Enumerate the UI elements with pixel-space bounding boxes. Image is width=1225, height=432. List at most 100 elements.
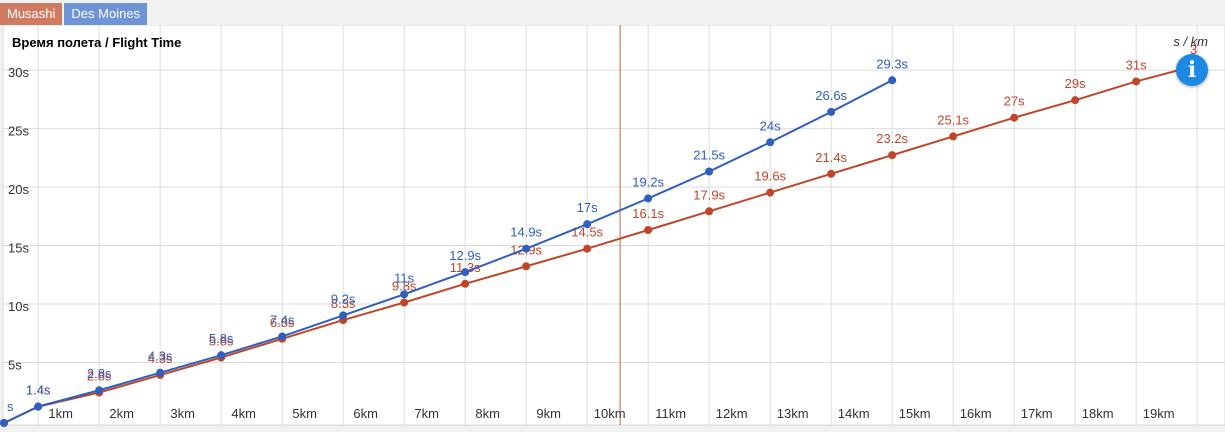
data-label-musashi: 17.9s (693, 187, 725, 202)
data-label-musashi: 1.4s (26, 383, 51, 398)
data-point-musashi[interactable] (644, 226, 653, 234)
data-label-des-moines: 1.4s (26, 383, 51, 398)
data-label-musashi: 16.1s (632, 206, 664, 221)
data-label-des-moines: 4.3s (148, 349, 173, 364)
y-tick-label: 25s (8, 124, 29, 139)
data-label-des-moines: 12.9s (449, 248, 481, 263)
data-label-des-moines: 11s (394, 270, 414, 285)
data-label-des-moines: 14.9s (510, 225, 542, 240)
x-tick-label: 6km (353, 406, 378, 421)
data-point-musashi[interactable] (705, 207, 714, 216)
data-point-des-moines[interactable] (705, 167, 714, 176)
x-tick-label: 19km (1143, 406, 1175, 421)
x-tick-label: 16km (960, 406, 992, 421)
data-point-des-moines[interactable] (278, 332, 287, 341)
x-tick-label: 8km (475, 406, 500, 421)
x-tick-label: 10km (594, 406, 626, 421)
x-tick-label: 14km (838, 406, 870, 421)
data-label-musashi: 23.2s (876, 131, 908, 146)
data-label-musashi: 11.3s (450, 260, 481, 275)
x-tick-label: 2km (109, 406, 134, 421)
data-label-musashi: 4.3s (148, 351, 173, 366)
data-label-des-moines: 5.8s (209, 331, 234, 346)
data-point-musashi[interactable] (766, 188, 775, 197)
y-tick-label: 15s (8, 241, 29, 256)
data-point-musashi[interactable] (827, 169, 836, 178)
series-tabs: Musashi Des Moines (0, 3, 149, 25)
data-point-musashi[interactable] (1010, 113, 1019, 122)
data-label-musashi: 6.8s (270, 315, 295, 330)
data-label-des-moines: 9.2s (331, 291, 356, 306)
x-tick-label: 13km (777, 406, 809, 421)
data-label-musashi: 29s (1065, 76, 1086, 91)
x-tick-label: 12km (716, 406, 748, 421)
data-label-des-moines: 21.5s (693, 148, 725, 163)
data-label-des-moines: 29.3s (876, 56, 908, 71)
axis-ticks: 1km 2km 3km 4km 5km 6km 7km 8km 9km 10km 11km 12km 1… (8, 65, 1175, 421)
data-point-des-moines[interactable] (888, 76, 897, 85)
series-layer: 1.4s 2.8s 4.3s 5.8s 6.8s 8.3s 9.8s 11.3s12.9s 14… (0, 42, 1198, 427)
x-tick-label: 7km (414, 406, 439, 421)
flight-time-chart: 1.4s 2.8s 4.3s 5.8s 6.8s 8.3s 9.8s 11.3s12.9s 14… (0, 25, 1225, 427)
data-label-musashi: 8.3s (331, 296, 356, 311)
data-point-des-moines[interactable] (766, 138, 775, 147)
y-tick-label: 5s (8, 358, 22, 373)
data-point-des-moines[interactable] (400, 290, 409, 299)
data-point-des-moines[interactable] (583, 220, 592, 229)
data-point-musashi[interactable] (1132, 77, 1141, 86)
data-point-des-moines[interactable] (827, 107, 836, 116)
x-tick-label: 5km (292, 406, 317, 421)
data-point-musashi[interactable] (400, 298, 409, 307)
data-point-des-moines[interactable] (461, 268, 470, 277)
series-line-des-moines (3, 79, 893, 424)
data-label-des-moines: 17s (577, 200, 598, 215)
chart-title: Время полета / Flight Time (12, 35, 181, 50)
data-label-des-moines: 7.4s (270, 312, 295, 327)
tab-des-moines[interactable]: Des Moines (64, 3, 148, 25)
data-label-musashi: 2.8s (87, 369, 112, 384)
data-point-des-moines[interactable] (34, 402, 43, 411)
info-icon[interactable]: i (1176, 54, 1208, 86)
data-label-musashi: 19.6s (754, 169, 786, 184)
data-point-musashi[interactable] (949, 132, 958, 141)
x-tick-label: 1km (48, 406, 73, 421)
data-point-musashi[interactable] (461, 279, 470, 288)
data-label-musashi: 21.4s (815, 150, 847, 165)
data-point-des-moines[interactable] (339, 311, 348, 320)
data-label-musashi: 5.8s (209, 333, 234, 348)
x-tick-label: 3km (170, 406, 195, 421)
data-label-musashi: 9.8s (392, 279, 417, 294)
y-tick-label: 20s (8, 182, 29, 197)
data-point-des-moines[interactable] (95, 386, 104, 395)
data-point-des-moines[interactable] (522, 244, 531, 253)
data-label-musashi: 31s (1126, 57, 1147, 72)
data-point-musashi[interactable] (522, 262, 531, 271)
data-point-des-moines[interactable] (644, 194, 653, 203)
data-label-musashi: 3 (1190, 42, 1197, 57)
data-point-des-moines[interactable] (217, 351, 226, 360)
data-label-des-moines: 19.2s (632, 174, 664, 189)
x-tick-label: 15km (899, 406, 931, 421)
data-point-des-moines[interactable] (0, 419, 8, 427)
data-label-des-moines: s (7, 399, 14, 414)
data-label-musashi: 25.1s (937, 112, 969, 127)
data-point-des-moines[interactable] (156, 368, 165, 377)
grid (3, 25, 1225, 425)
data-label-des-moines: 24s (760, 118, 781, 133)
x-tick-label: 17km (1021, 406, 1053, 421)
data-label-des-moines: 2.8s (87, 366, 112, 381)
y-tick-label: 10s (8, 299, 29, 314)
tab-musashi[interactable]: Musashi (0, 3, 63, 25)
x-tick-label: 11km (655, 406, 686, 421)
data-label-musashi: 27s (1004, 94, 1025, 109)
x-tick-label: 9km (536, 406, 561, 421)
data-point-musashi[interactable] (888, 151, 897, 160)
data-label-musashi: 14.5s (571, 225, 603, 240)
data-label-des-moines: 26.6s (815, 88, 847, 103)
data-point-musashi[interactable] (583, 244, 592, 253)
x-tick-label: 4km (231, 406, 256, 421)
y-tick-label: 30s (8, 65, 29, 80)
unit-label: s / km (1173, 34, 1208, 49)
x-tick-label: 18km (1082, 406, 1114, 421)
data-point-musashi[interactable] (1071, 96, 1080, 105)
